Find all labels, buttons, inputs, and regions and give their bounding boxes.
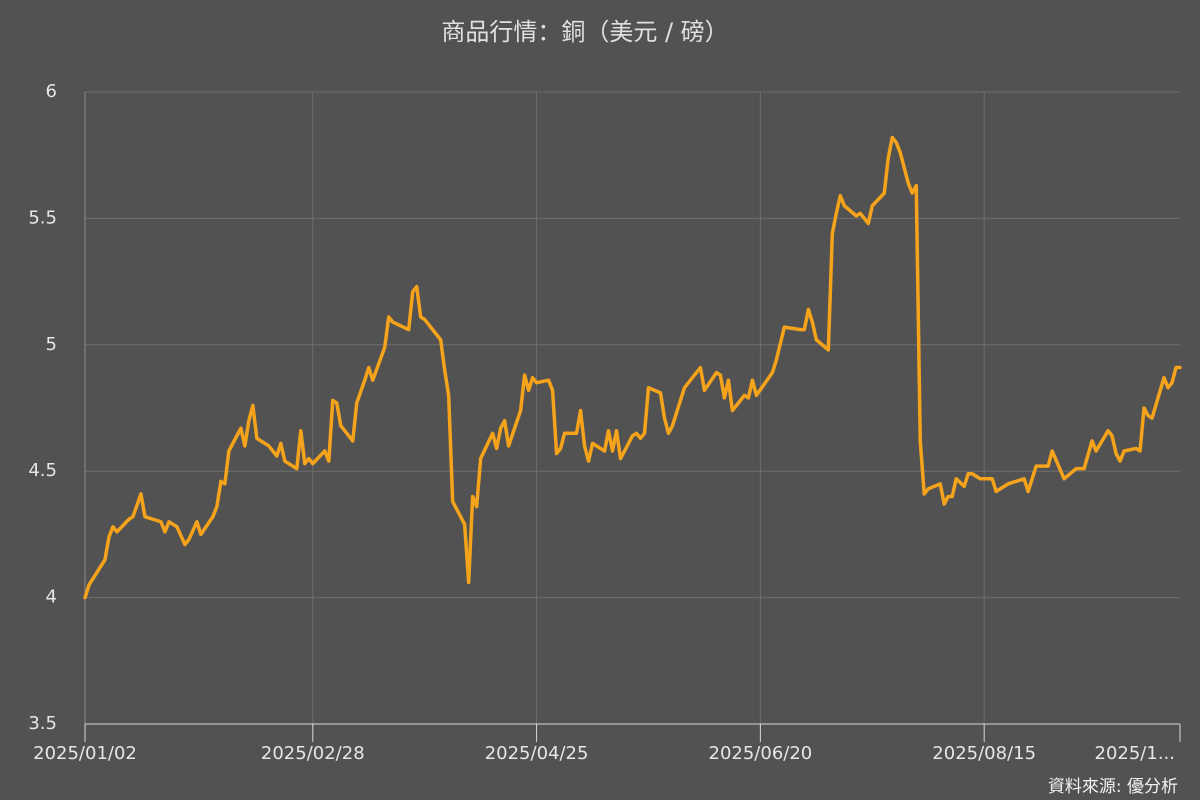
price-line	[83, 135, 1182, 600]
y-tick-label: 4.5	[28, 460, 57, 481]
y-tick-label: 5	[46, 334, 57, 355]
x-tick-label: 2025/06/20	[709, 743, 813, 764]
x-tick-label: 2025/04/25	[485, 743, 589, 764]
source-note: 資料來源: 優分析	[1048, 777, 1178, 797]
x-tick-label: 2025/01/02	[33, 743, 137, 764]
y-tick-label: 6	[46, 81, 57, 102]
y-tick-label: 3.5	[28, 713, 57, 734]
x-tick-label: 2025/02/28	[261, 743, 365, 764]
y-tick-label: 5.5	[28, 207, 57, 228]
y-tick-label: 4	[46, 587, 57, 608]
x-tick-label: 2025/1...	[1095, 743, 1176, 764]
chart-title: 商品行情：銅（美元 / 磅）	[441, 18, 728, 46]
x-tick-label: 2025/08/15	[932, 743, 1036, 764]
